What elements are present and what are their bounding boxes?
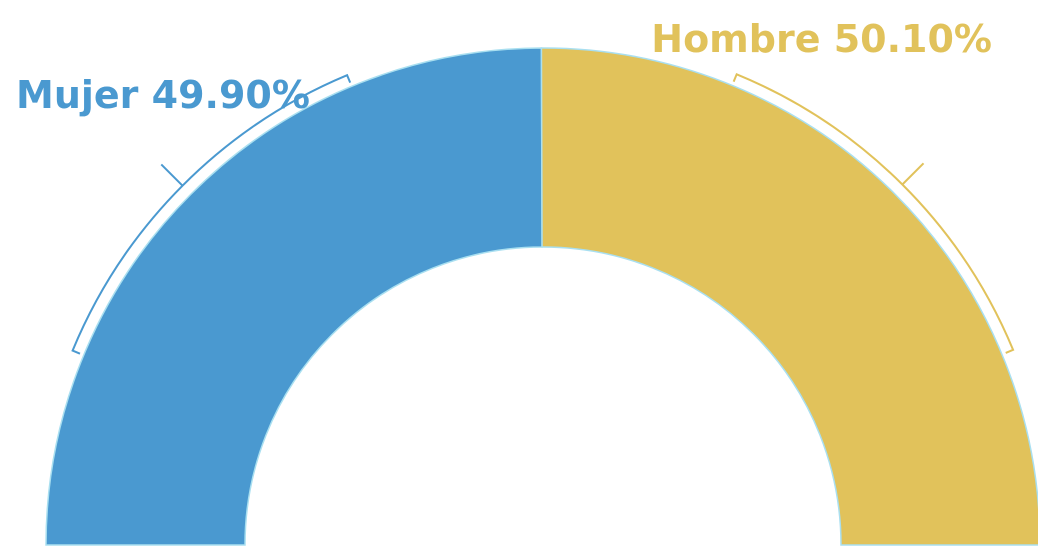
slice-hombre	[540, 47, 1038, 546]
leader-line-mujer	[71, 73, 352, 355]
leader-lines-group	[71, 72, 1015, 355]
slice-labels-group: Mujer 49.90% Hombre 50.10%	[16, 17, 992, 117]
slice-label-hombre: Hombre 50.10%	[651, 17, 992, 61]
slice-mujer	[45, 47, 543, 546]
slice-label-mujer: Mujer 49.90%	[16, 73, 310, 117]
slices-group	[45, 47, 1038, 546]
leader-line-hombre	[732, 72, 1015, 354]
